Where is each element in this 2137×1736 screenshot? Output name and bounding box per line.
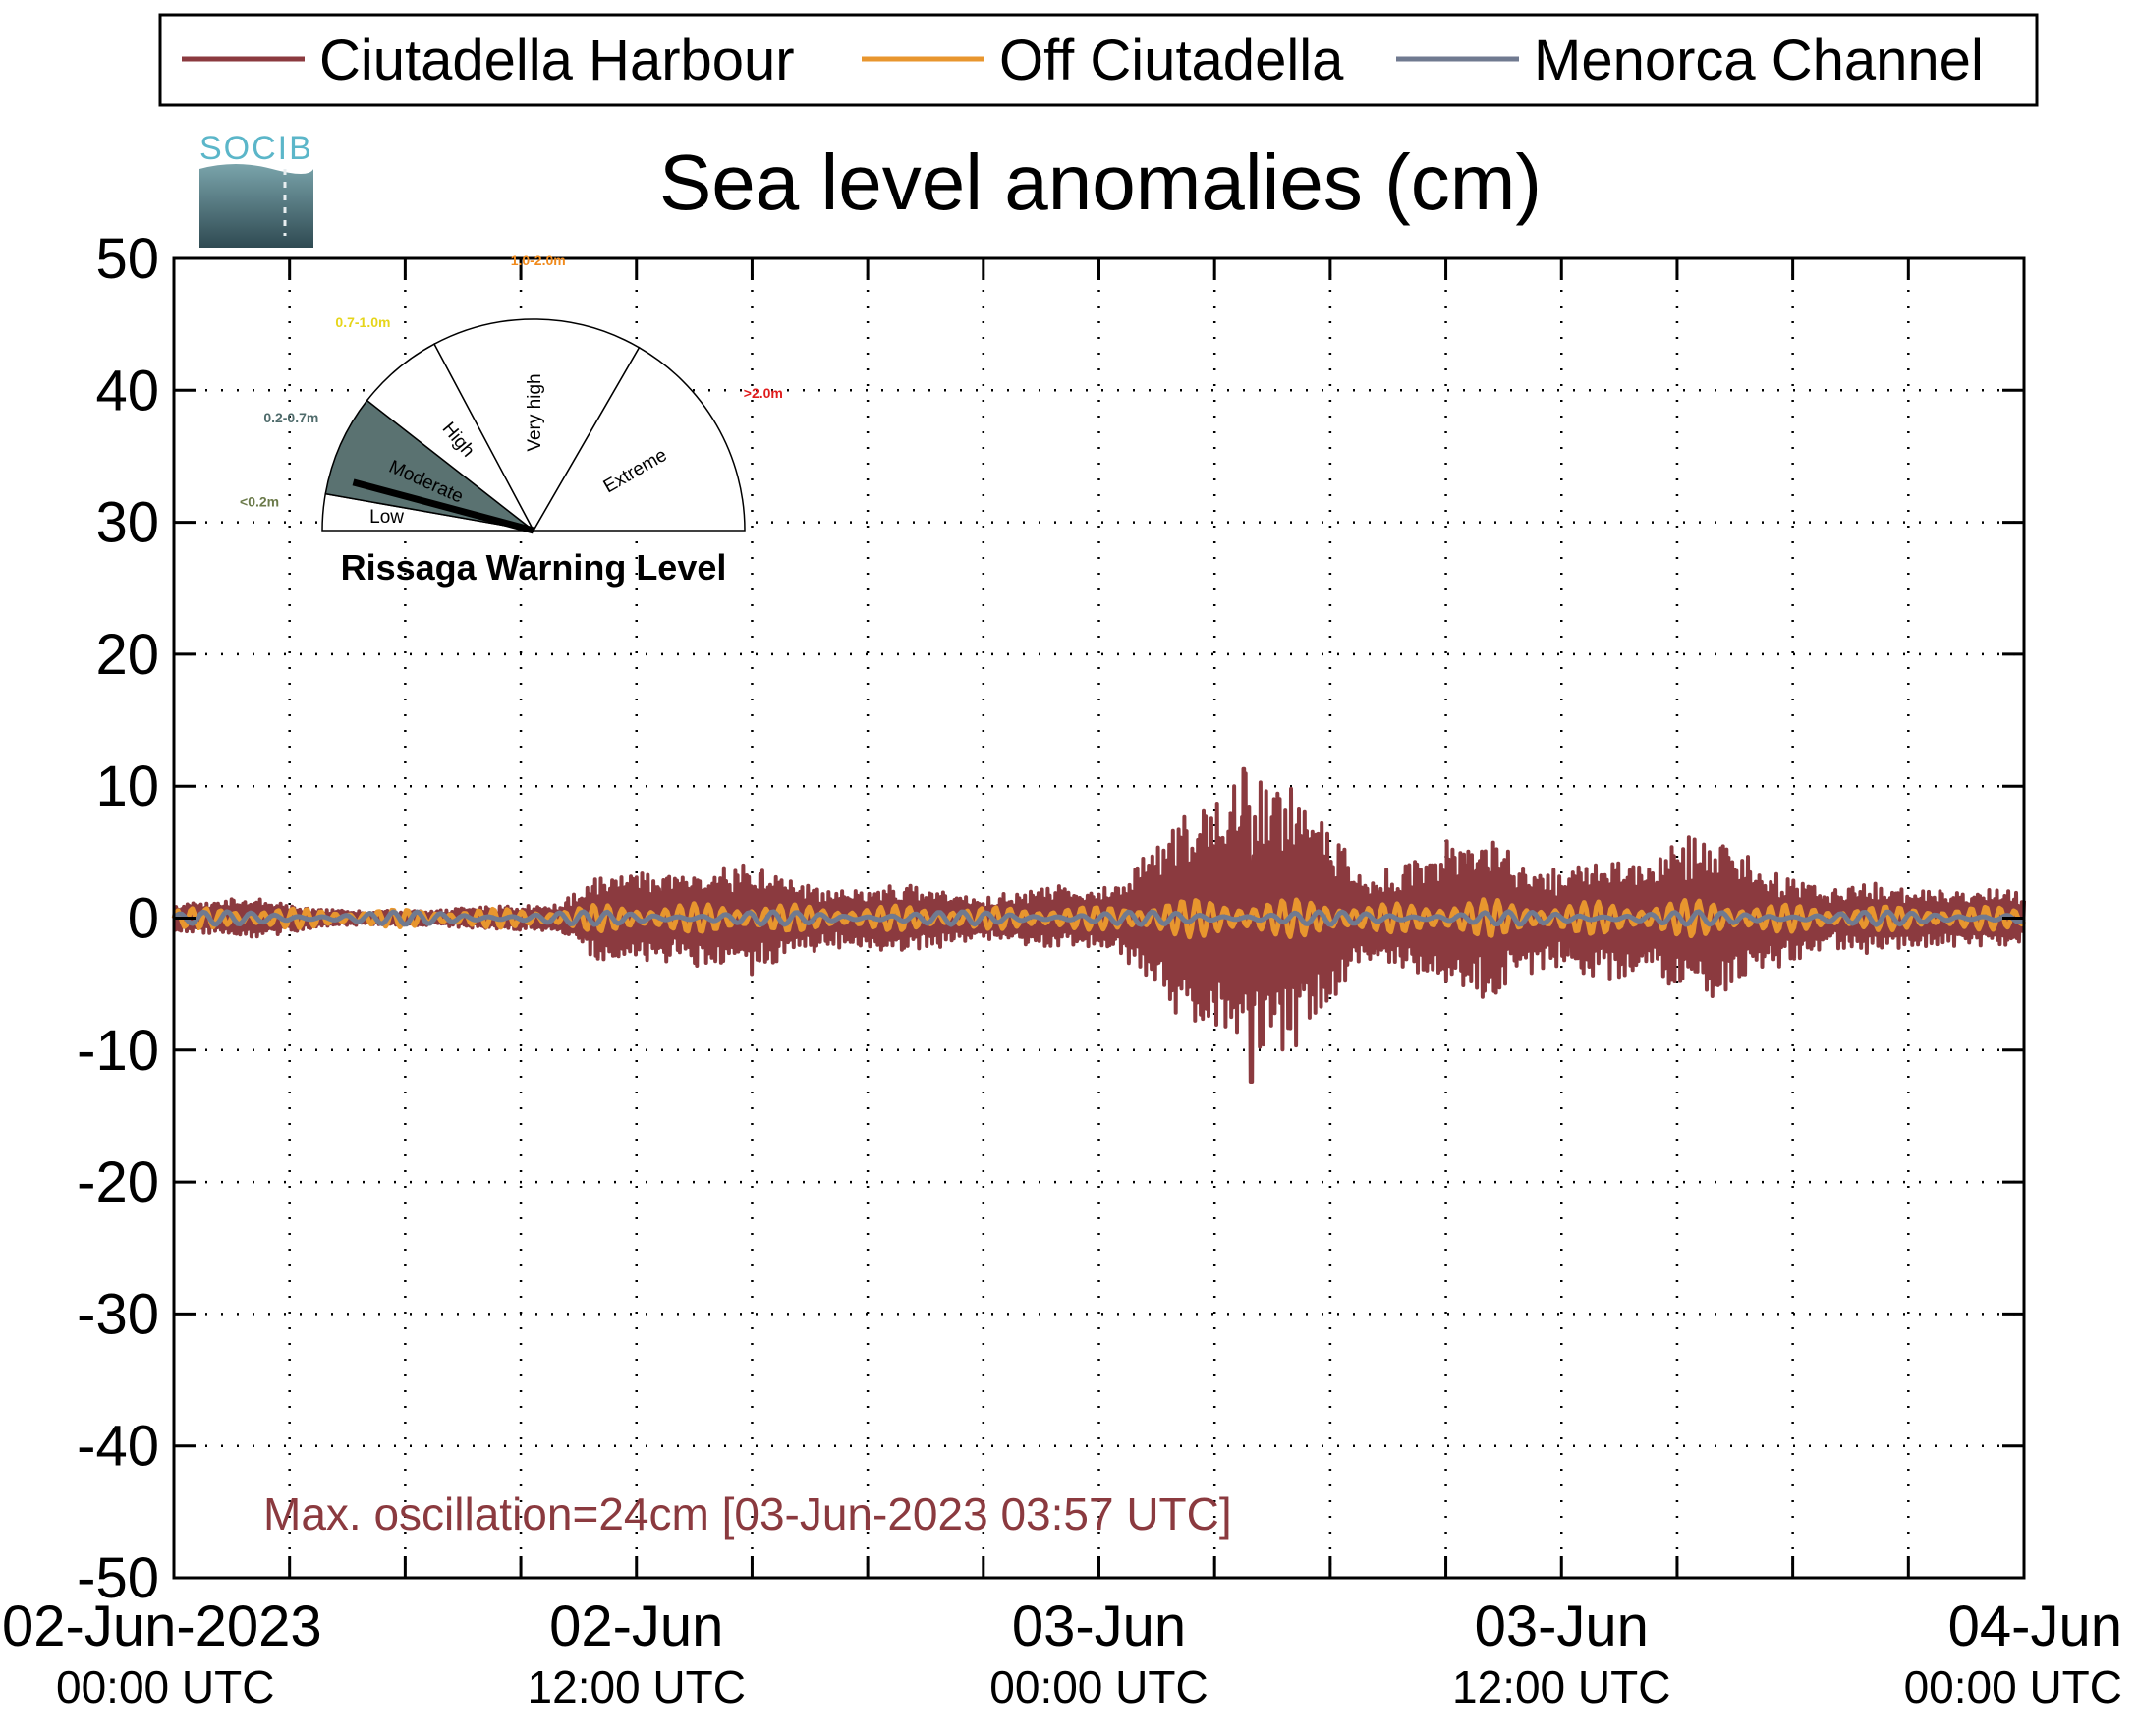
y-tick-label: 10 bbox=[95, 755, 159, 818]
gauge-label-very-high: Very high bbox=[525, 373, 545, 451]
series-layer bbox=[171, 766, 2027, 1084]
x-tick-label-time: 12:00 UTC bbox=[1452, 1661, 1670, 1712]
y-tick-label: 30 bbox=[95, 491, 159, 555]
y-tick-label: 0 bbox=[128, 887, 159, 951]
gauge-sector-extreme bbox=[532, 346, 746, 532]
x-tick-label-time: 00:00 UTC bbox=[56, 1661, 274, 1712]
logo-text: SOCIB bbox=[199, 130, 313, 167]
x-tick-label-date: 04-Jun bbox=[1948, 1595, 2122, 1658]
x-tick-label-date: 02-Jun bbox=[549, 1595, 723, 1658]
gauge-title: Rissaga Warning Level bbox=[341, 547, 727, 588]
chart-title: Sea level anomalies (cm) bbox=[659, 139, 1542, 226]
x-tick-label-time: 00:00 UTC bbox=[989, 1661, 1208, 1712]
y-tick-label: 20 bbox=[95, 623, 159, 687]
y-tick-label: -30 bbox=[77, 1282, 159, 1346]
rissaga-warning-gauge: Low<0.2m Moderate0.2-0.7mHigh0.7-1.0mVery… bbox=[240, 252, 783, 588]
series-line-menorca-channel bbox=[172, 909, 2026, 927]
max-oscillation-annotation: Max. oscillation=24cm [03-Jun-2023 03:57… bbox=[263, 1488, 1232, 1540]
legend-label-menorca-channel: Menorca Channel bbox=[1534, 28, 1984, 92]
gauge-range-extreme: >2.0m bbox=[744, 385, 783, 401]
y-tick-label: 40 bbox=[95, 359, 159, 422]
legend-label-ciutadella-harbour: Ciutadella Harbour bbox=[319, 28, 795, 92]
x-tick-label-date: 03-Jun bbox=[1012, 1595, 1186, 1658]
gauge-label-low: Low bbox=[369, 507, 404, 528]
legend: Ciutadella Harbour Off Ciutadella Menorc… bbox=[158, 13, 2039, 107]
socib-logo: SOCIB bbox=[199, 130, 313, 248]
gauge-sector-very-high bbox=[433, 318, 641, 532]
gauge-range-low: <0.2m bbox=[240, 494, 279, 510]
gauge-range-very-high: 1.0-2.0m bbox=[511, 252, 566, 268]
gauge-sector-moderate bbox=[324, 399, 534, 532]
gauge-range-moderate: 0.2-0.7m bbox=[263, 410, 318, 425]
gauge-range-high: 0.7-1.0m bbox=[335, 314, 390, 330]
tick-marks bbox=[172, 256, 2026, 1580]
x-tick-label-date: 02-Jun-2023 bbox=[2, 1595, 322, 1658]
x-tick-label-time: 00:00 UTC bbox=[1904, 1661, 2122, 1712]
y-tick-label: -40 bbox=[77, 1415, 159, 1479]
y-tick-label: -50 bbox=[77, 1546, 159, 1610]
gauge-needle bbox=[352, 478, 534, 534]
y-axis-tick-labels: 50 40 30 20 10 0 -10 -20 -30 -40 -50 bbox=[77, 227, 159, 1610]
x-tick-label-time: 12:00 UTC bbox=[528, 1661, 746, 1712]
y-tick-label: -20 bbox=[77, 1150, 159, 1214]
legend-label-off-ciutadella: Off Ciutadella bbox=[999, 28, 1344, 92]
y-tick-label: -10 bbox=[77, 1019, 159, 1083]
y-tick-label: 50 bbox=[95, 227, 159, 291]
x-tick-label-date: 03-Jun bbox=[1475, 1595, 1649, 1658]
